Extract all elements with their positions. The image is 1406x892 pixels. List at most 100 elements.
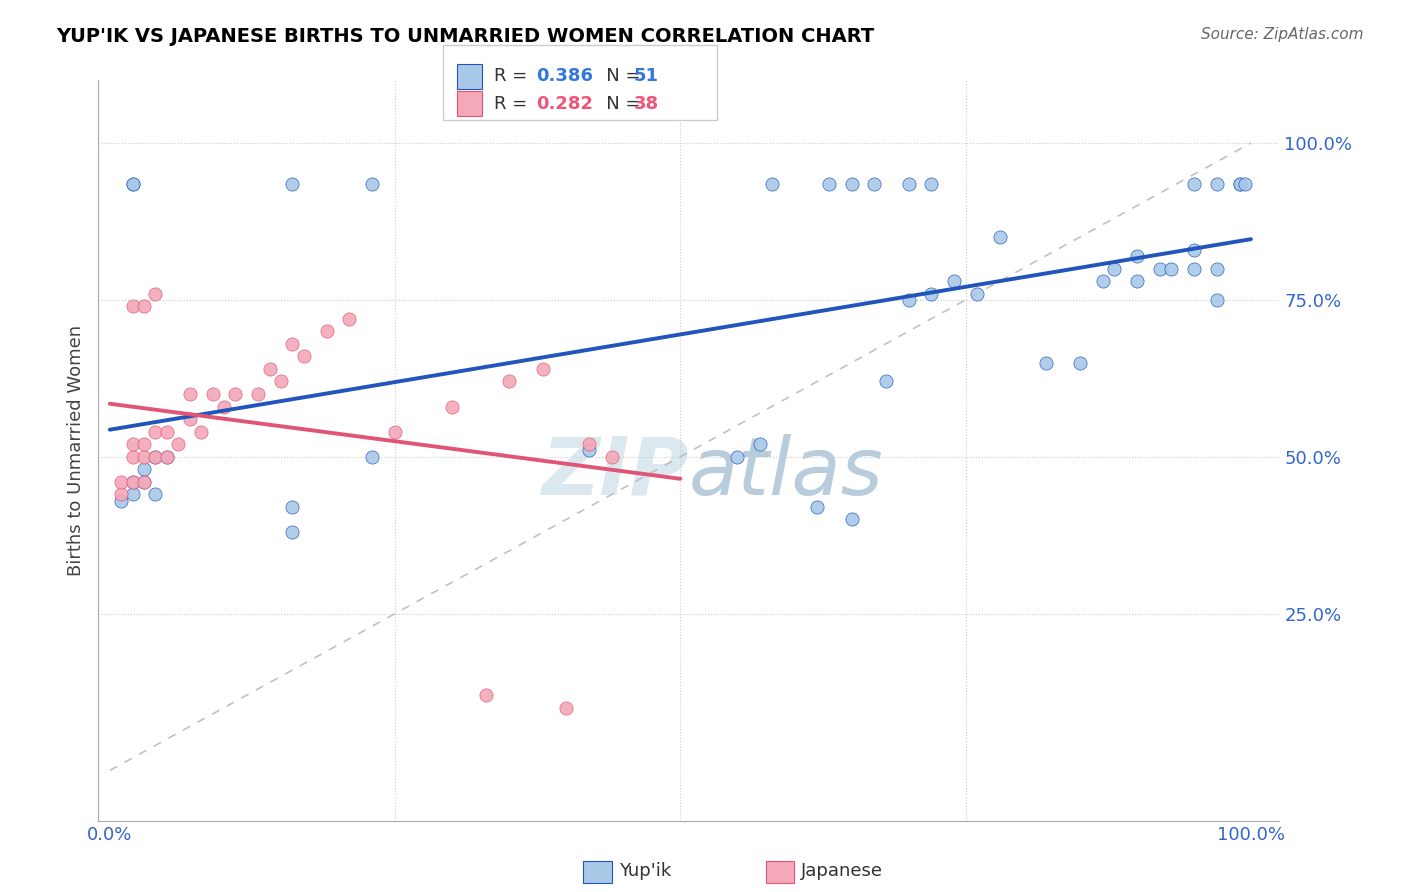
- Point: [578, 437, 600, 451]
- Text: ZIP: ZIP: [541, 434, 689, 512]
- Point: [875, 375, 897, 389]
- Point: [600, 450, 623, 464]
- Point: [121, 475, 143, 489]
- Point: [110, 487, 132, 501]
- Point: [132, 450, 155, 464]
- Point: [806, 500, 828, 514]
- Point: [361, 450, 384, 464]
- Text: N =: N =: [589, 95, 647, 112]
- Text: 51: 51: [634, 68, 659, 86]
- Point: [132, 475, 155, 489]
- Point: [1091, 274, 1114, 288]
- Point: [179, 412, 201, 426]
- Point: [1126, 249, 1149, 263]
- Point: [943, 274, 966, 288]
- Point: [156, 425, 179, 439]
- Point: [841, 177, 863, 191]
- Point: [315, 324, 337, 338]
- Point: [132, 437, 155, 451]
- Text: atlas: atlas: [689, 434, 884, 512]
- Point: [156, 450, 179, 464]
- Point: [145, 286, 167, 301]
- Point: [179, 387, 201, 401]
- Text: 0.386: 0.386: [536, 68, 593, 86]
- Point: [224, 387, 246, 401]
- Point: [190, 425, 212, 439]
- Point: [121, 177, 143, 191]
- Point: [966, 286, 988, 301]
- Point: [1205, 177, 1227, 191]
- Point: [1069, 356, 1091, 370]
- Point: [121, 475, 143, 489]
- Text: Yup'ik: Yup'ik: [619, 863, 671, 880]
- Point: [1160, 261, 1182, 276]
- Point: [749, 437, 772, 451]
- Point: [1126, 274, 1149, 288]
- Point: [281, 177, 304, 191]
- Point: [145, 487, 167, 501]
- Point: [1205, 261, 1227, 276]
- Point: [121, 487, 143, 501]
- Point: [897, 177, 920, 191]
- Point: [475, 688, 498, 702]
- Point: [281, 500, 304, 514]
- Point: [201, 387, 224, 401]
- Point: [988, 230, 1011, 244]
- Point: [281, 524, 304, 539]
- Point: [863, 177, 886, 191]
- Point: [270, 375, 292, 389]
- Point: [259, 362, 281, 376]
- Point: [578, 443, 600, 458]
- Point: [132, 462, 155, 476]
- Point: [145, 450, 167, 464]
- Text: R =: R =: [494, 95, 533, 112]
- Point: [555, 700, 578, 714]
- Point: [817, 177, 839, 191]
- Point: [920, 286, 942, 301]
- Point: [384, 425, 406, 439]
- Point: [167, 437, 190, 451]
- Text: YUP'IK VS JAPANESE BIRTHS TO UNMARRIED WOMEN CORRELATION CHART: YUP'IK VS JAPANESE BIRTHS TO UNMARRIED W…: [56, 27, 875, 45]
- Point: [247, 387, 270, 401]
- Point: [212, 400, 235, 414]
- Text: 38: 38: [634, 95, 659, 112]
- Point: [761, 177, 783, 191]
- Point: [1205, 293, 1227, 307]
- Point: [920, 177, 942, 191]
- Point: [897, 293, 920, 307]
- Point: [292, 349, 315, 363]
- Point: [1182, 177, 1205, 191]
- Point: [121, 450, 143, 464]
- Point: [1149, 261, 1171, 276]
- Point: [339, 311, 361, 326]
- Point: [441, 400, 464, 414]
- Point: [145, 450, 167, 464]
- Point: [132, 299, 155, 313]
- Point: [121, 177, 143, 191]
- Point: [156, 450, 179, 464]
- Point: [1229, 177, 1251, 191]
- Point: [110, 475, 132, 489]
- Point: [1035, 356, 1057, 370]
- Point: [1182, 261, 1205, 276]
- Point: [145, 425, 167, 439]
- Text: Source: ZipAtlas.com: Source: ZipAtlas.com: [1201, 27, 1364, 42]
- Y-axis label: Births to Unmarried Women: Births to Unmarried Women: [66, 325, 84, 576]
- Point: [1182, 243, 1205, 257]
- Point: [1229, 177, 1251, 191]
- Point: [281, 336, 304, 351]
- Point: [1234, 177, 1257, 191]
- Point: [1102, 261, 1125, 276]
- Text: R =: R =: [494, 68, 533, 86]
- Point: [533, 362, 555, 376]
- Point: [132, 475, 155, 489]
- Point: [110, 493, 132, 508]
- Point: [361, 177, 384, 191]
- Point: [121, 437, 143, 451]
- Point: [121, 299, 143, 313]
- Point: [725, 450, 748, 464]
- Text: 0.282: 0.282: [536, 95, 593, 112]
- Text: N =: N =: [589, 68, 647, 86]
- Point: [498, 375, 520, 389]
- Point: [841, 512, 863, 526]
